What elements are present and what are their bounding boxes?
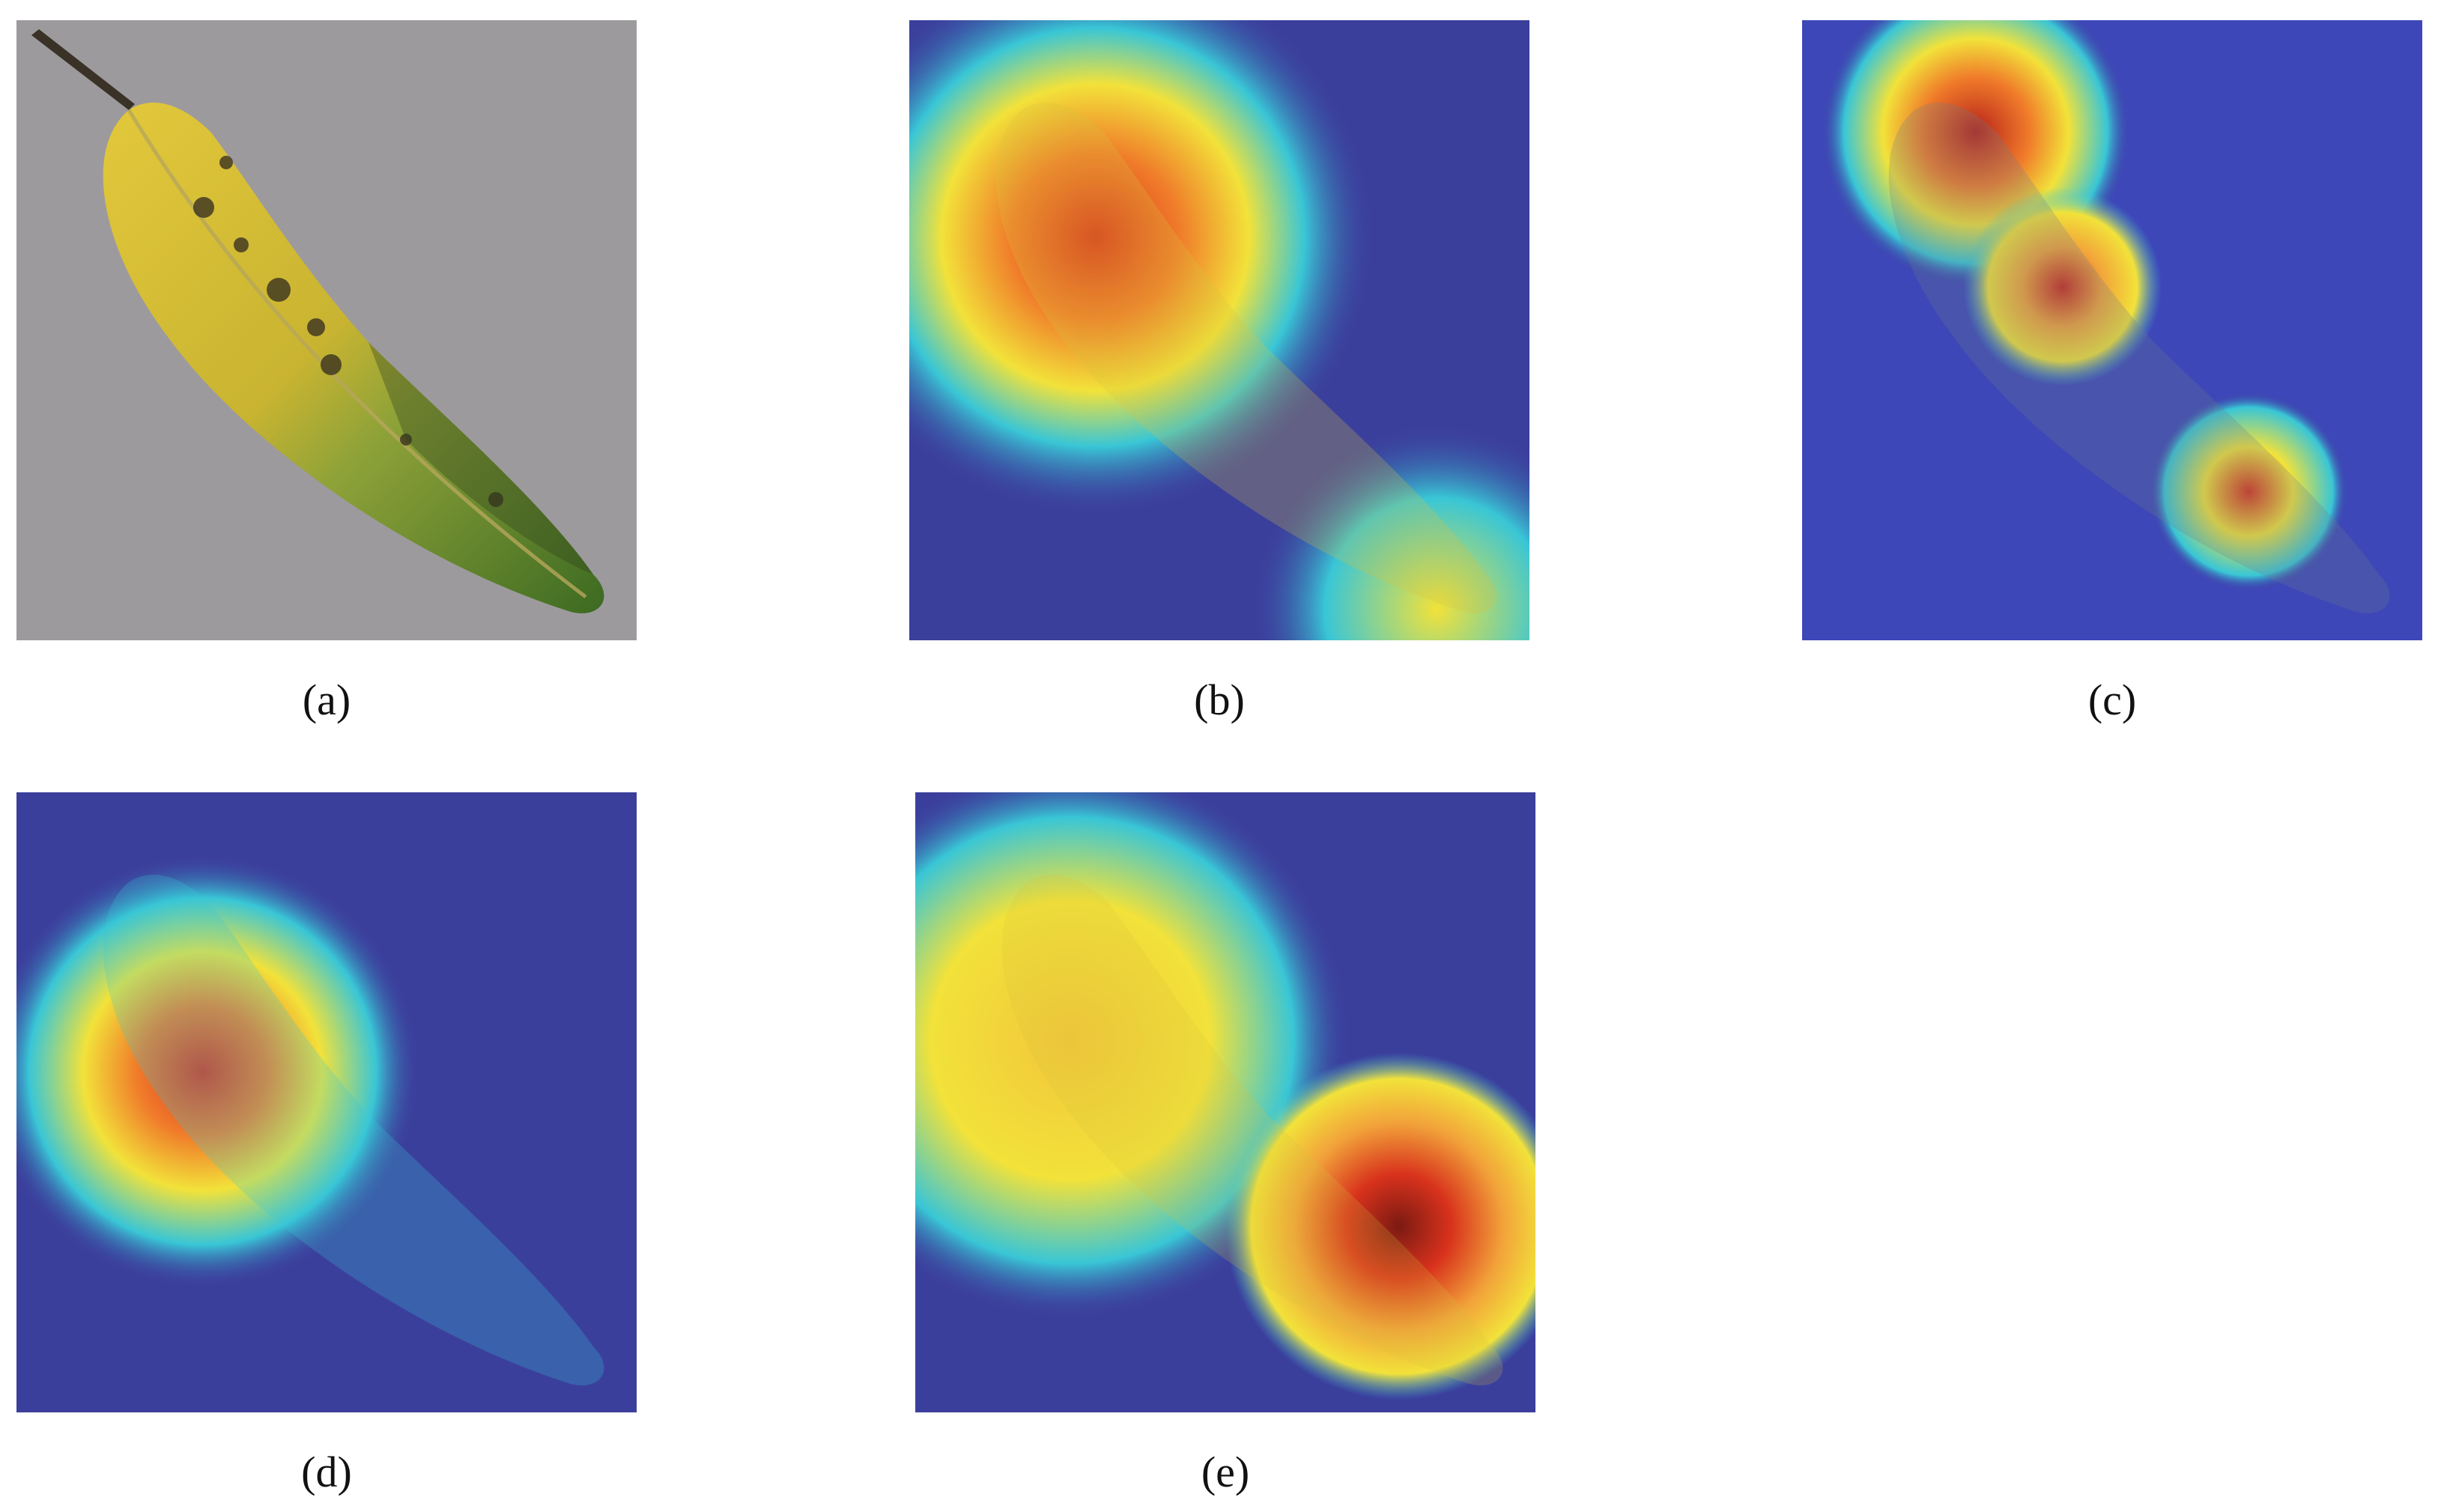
panel-heatmap-b: [909, 20, 1529, 640]
panel-caption-b: (b): [1194, 675, 1245, 724]
heatmap-overlay-image: [915, 792, 1535, 1412]
panel-heatmap-e: [915, 792, 1535, 1412]
panel-caption-e: (e): [1201, 1448, 1250, 1496]
heatmap-overlay-image: [16, 792, 637, 1412]
panel-original-leaf: [16, 20, 637, 640]
panel-caption-c: (c): [2087, 675, 2137, 724]
panel-heatmap-d: [16, 792, 637, 1412]
heatmap-overlay-image: [1802, 20, 2422, 640]
panel-heatmap-c: [1802, 20, 2422, 640]
heatmap-overlay-image: [909, 20, 1529, 640]
panel-caption-d: (d): [301, 1448, 352, 1496]
leaf-photo-image: [16, 20, 637, 640]
panel-caption-a: (a): [302, 675, 351, 724]
